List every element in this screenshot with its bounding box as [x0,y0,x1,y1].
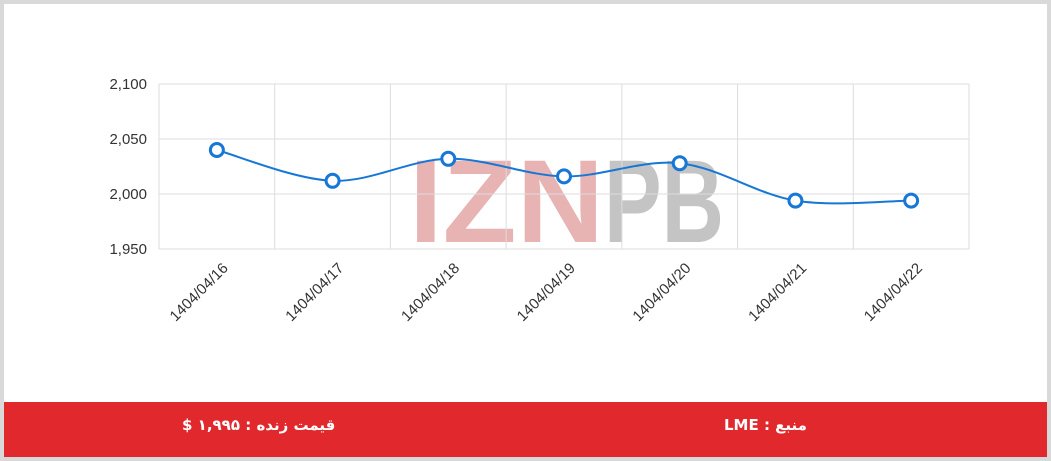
live-price-label: قیمت زنده : ۱,۹۹۵ $ [182,416,336,434]
data-point [324,172,341,189]
y-tick-label: 2,050 [109,131,147,148]
x-tick-label: 1404/04/17 [282,260,347,325]
x-tick-label: 1404/04/20 [629,260,694,325]
data-point [671,155,688,172]
data-point [440,150,457,167]
data-point [903,192,920,209]
x-tick-label: 1404/04/18 [398,260,463,325]
x-tick-label: 1404/04/16 [167,260,232,325]
data-point [787,192,804,209]
y-tick-label: 2,100 [109,76,147,93]
source-label: منبع : LME [724,416,807,434]
info-footer: قیمت زنده : ۱,۹۹۵ $ منبع : LME [4,402,1047,457]
x-tick-label: 1404/04/19 [514,260,579,325]
chart-card: IZN PB 1,950 2,000 2,050 2,100 1404/04/16 1404/… [4,4,1047,457]
x-tick-label: 1404/04/22 [861,260,926,325]
y-tick-label: 1,950 [109,241,147,258]
data-point [556,168,572,185]
watermark-pb: PB [604,136,724,268]
x-tick-label: 1404/04/21 [745,260,810,325]
y-tick-label: 2,000 [109,186,147,203]
data-point [208,142,225,158]
